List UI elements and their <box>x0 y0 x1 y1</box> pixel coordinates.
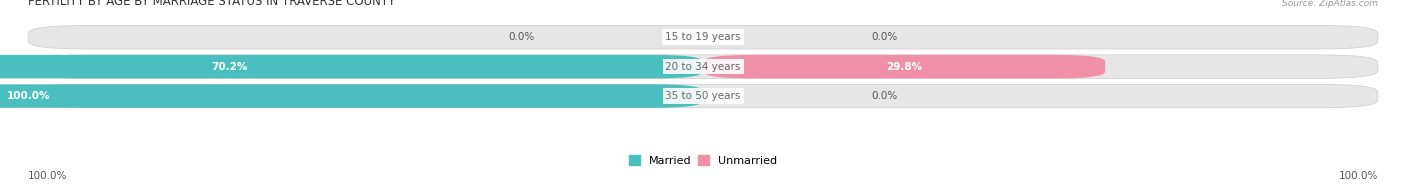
Text: 100.0%: 100.0% <box>28 171 67 181</box>
Text: Source: ZipAtlas.com: Source: ZipAtlas.com <box>1282 0 1378 8</box>
Text: 0.0%: 0.0% <box>872 91 898 101</box>
Text: 29.8%: 29.8% <box>886 62 922 72</box>
Text: 70.2%: 70.2% <box>211 62 247 72</box>
Text: 20 to 34 years: 20 to 34 years <box>665 62 741 72</box>
Text: 15 to 19 years: 15 to 19 years <box>665 32 741 42</box>
Legend: Married, Unmarried: Married, Unmarried <box>624 151 782 170</box>
Text: FERTILITY BY AGE BY MARRIAGE STATUS IN TRAVERSE COUNTY: FERTILITY BY AGE BY MARRIAGE STATUS IN T… <box>28 0 395 8</box>
Text: 100.0%: 100.0% <box>1339 171 1378 181</box>
FancyBboxPatch shape <box>0 84 703 108</box>
Text: 35 to 50 years: 35 to 50 years <box>665 91 741 101</box>
Text: 0.0%: 0.0% <box>872 32 898 42</box>
Text: 100.0%: 100.0% <box>7 91 49 101</box>
FancyBboxPatch shape <box>28 84 1378 108</box>
FancyBboxPatch shape <box>703 55 1105 78</box>
FancyBboxPatch shape <box>28 55 1378 78</box>
FancyBboxPatch shape <box>0 55 703 78</box>
FancyBboxPatch shape <box>28 25 1378 49</box>
Text: 0.0%: 0.0% <box>508 32 534 42</box>
